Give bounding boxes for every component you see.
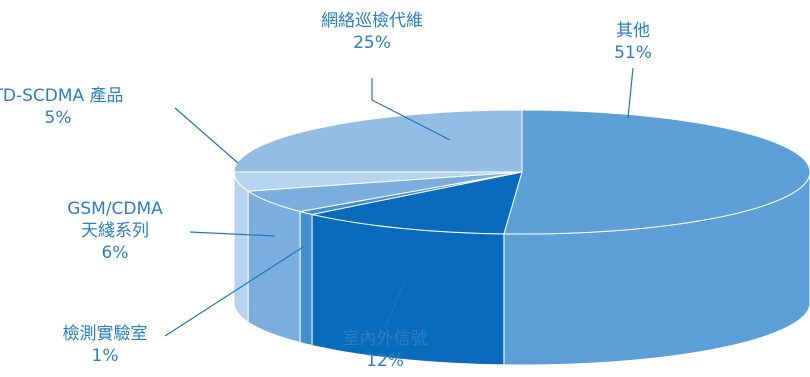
slice-name-label: 室內外信號 [343,329,428,349]
slice-value-label: 12% [366,351,404,371]
pie-sides [233,171,810,366]
slice-label-4: TD-SCDMA 產品5% [0,86,124,128]
slice-value-label: 25% [353,33,391,53]
slice-value-label: 6% [102,243,129,263]
slice-name-label: 網絡巡檢代維 [321,11,423,31]
leader-line-4 [174,107,239,164]
slice-name-label: 檢測實驗室 [63,324,148,344]
slice-side-3 [247,190,301,344]
slice-name-label: 其他 [616,21,650,41]
leader-lines [164,67,634,337]
slice-top-1 [311,171,523,235]
slice-name-label: GSM/CDMA [67,199,163,219]
leader-line-0 [627,67,634,119]
slice-value-label: 1% [92,346,119,366]
slice-name-label: 天綫系列 [81,221,149,241]
pie-tops [233,109,810,235]
leader-line-3 [189,231,276,237]
slice-value-label: 5% [45,108,72,128]
leader-line-5 [371,78,451,141]
slice-top-5 [233,109,523,173]
slice-side-2 [299,210,313,347]
slice-name-label: TD-SCDMA 產品 [0,86,124,106]
slice-value-label: 51% [614,43,652,63]
leader-line-2 [164,246,304,337]
slice-side-4 [233,171,249,324]
leader-line-1 [384,282,405,329]
